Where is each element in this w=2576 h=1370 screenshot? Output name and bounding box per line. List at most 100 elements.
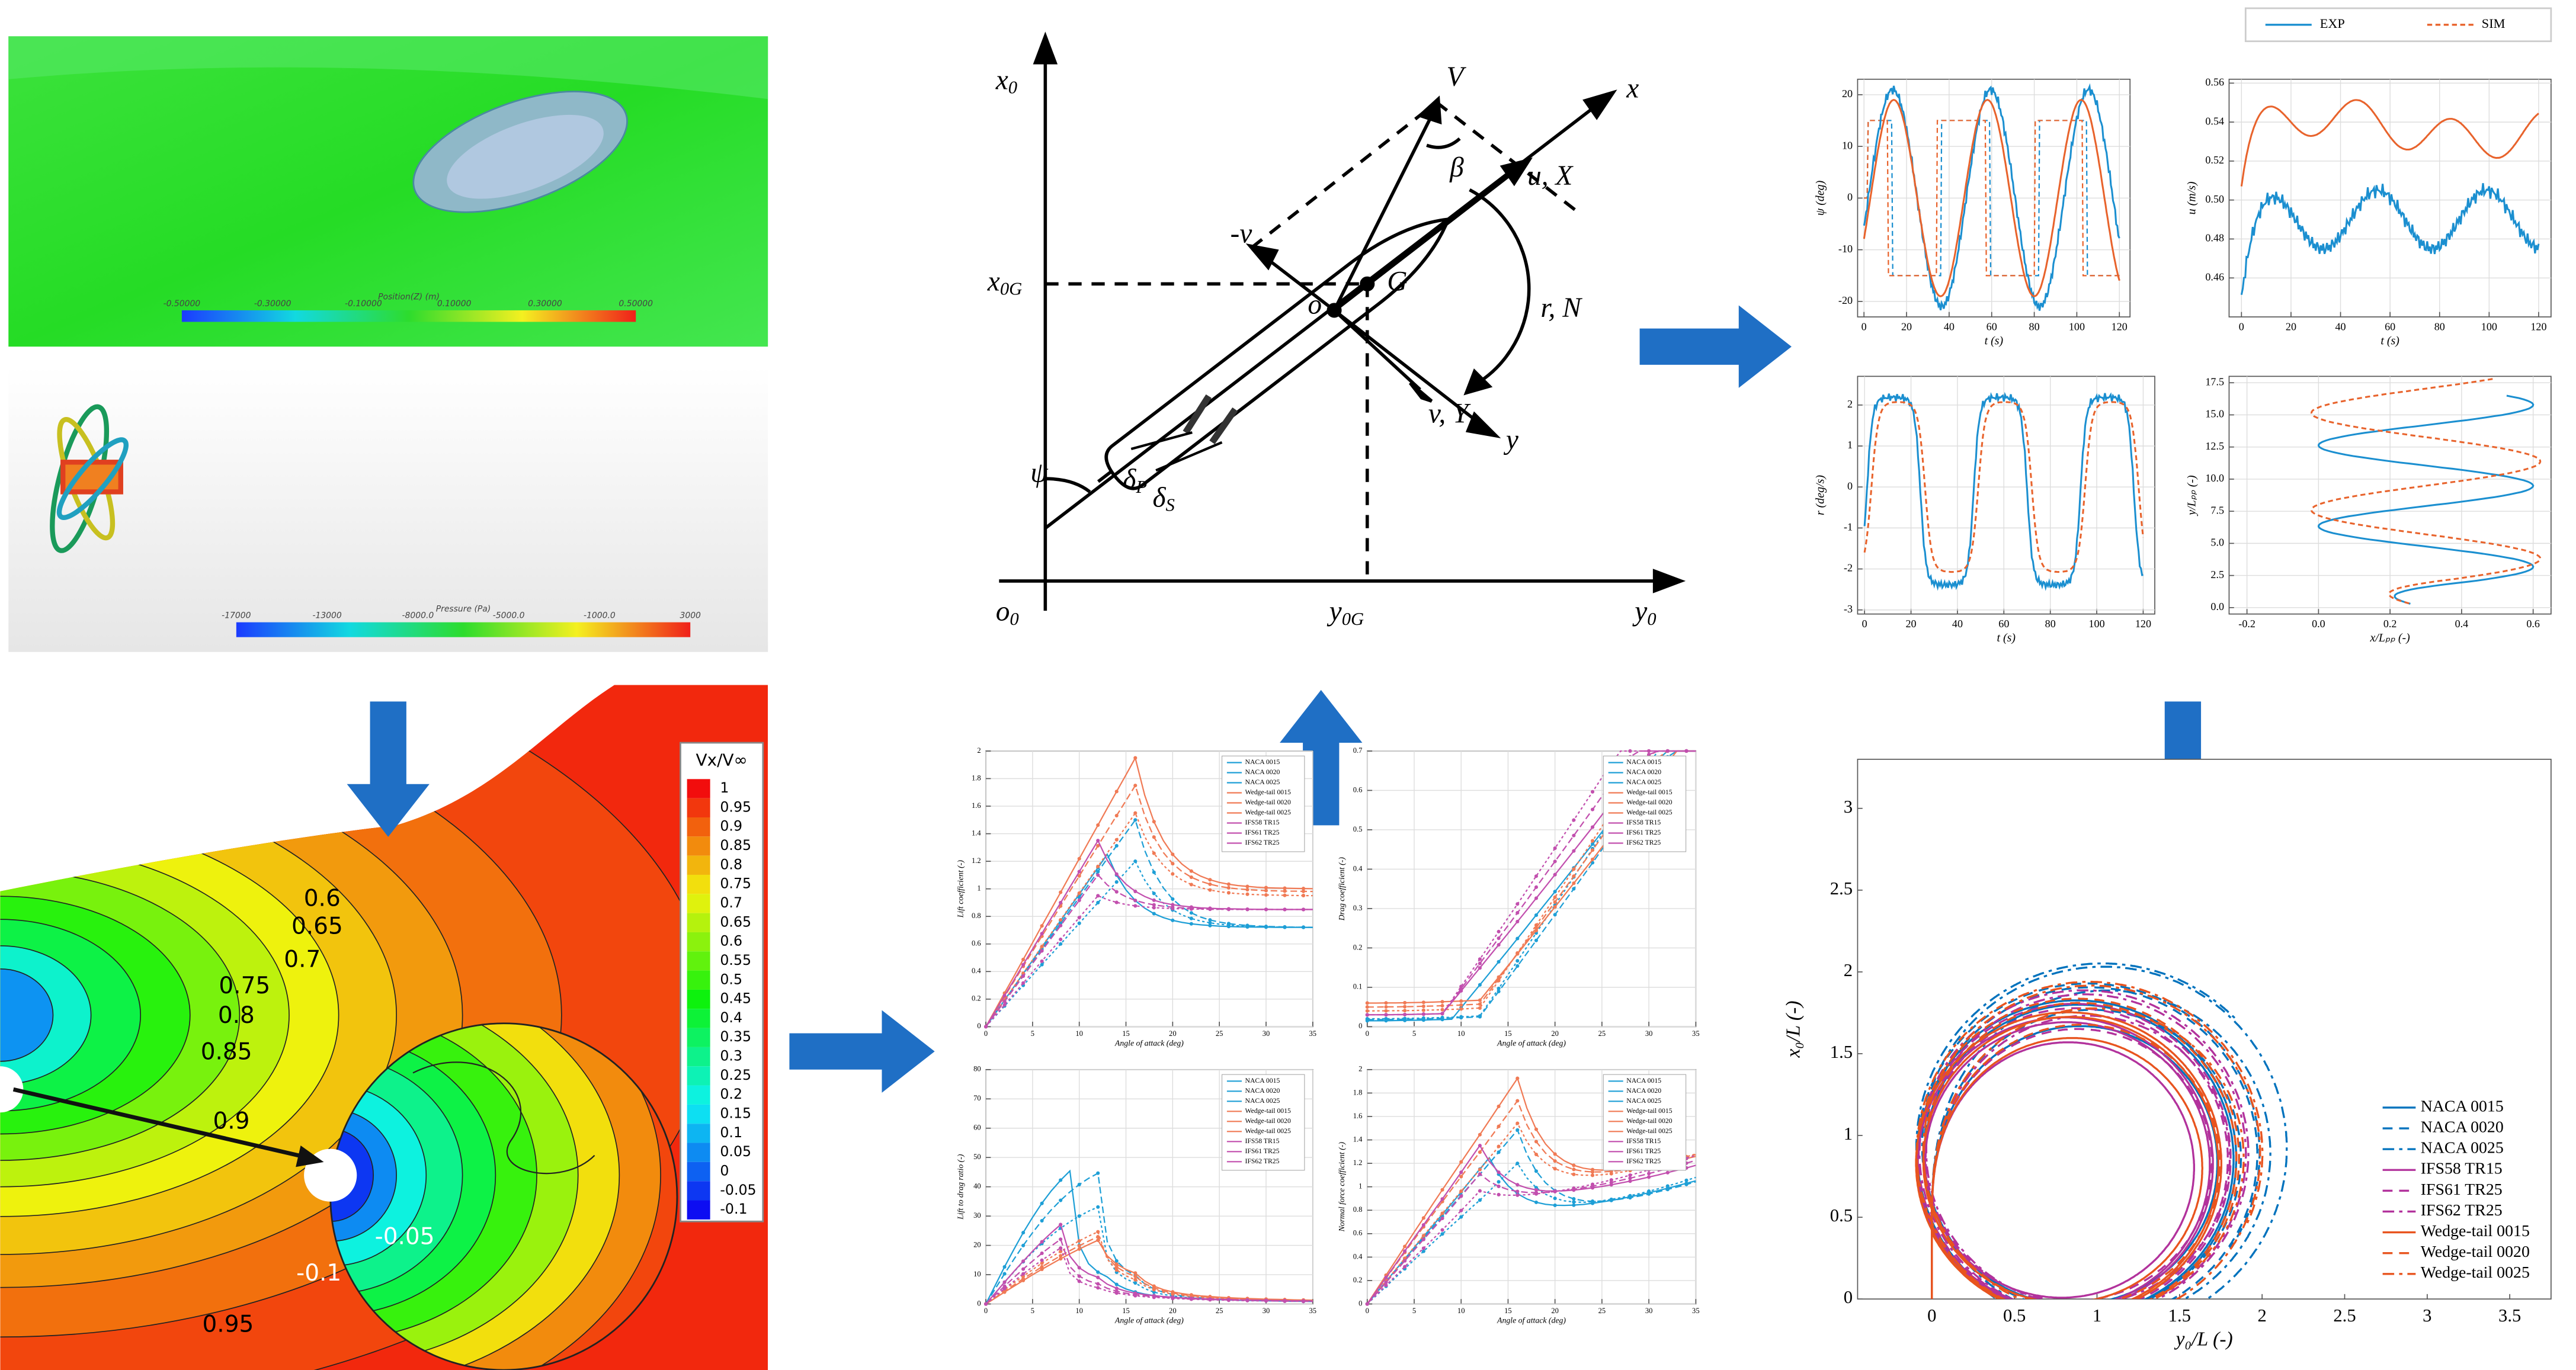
x-tick-label: 0.5	[2003, 1305, 2026, 1326]
foil-marker	[1077, 1266, 1081, 1270]
y-tick-label: 0.0	[2210, 601, 2224, 612]
legend-label: NACA 0020	[1626, 1087, 1661, 1095]
trajectory-line	[1915, 1011, 2223, 1300]
legend-label: IFS58 TR15	[1245, 1137, 1280, 1145]
foil-marker	[1189, 907, 1193, 911]
foil-marker	[1152, 903, 1156, 907]
legend-label: IFS62 TR25	[1626, 839, 1661, 846]
foil-marker	[1245, 884, 1249, 888]
foil-marker	[1497, 1180, 1501, 1184]
foil-marker	[1478, 961, 1482, 965]
x-tick-label: 10	[1075, 1307, 1083, 1315]
foil-marker	[1516, 1189, 1520, 1193]
foil-marker	[1002, 1272, 1007, 1276]
foil-legend-box	[1221, 1074, 1305, 1171]
trajectory-lines	[1915, 962, 2288, 1300]
foil-marker	[1208, 920, 1212, 925]
foil-marker	[1096, 894, 1100, 898]
diagram-label: y0	[1632, 596, 1656, 629]
x-tick-label: 10	[1075, 1029, 1083, 1038]
foil-marker	[1421, 1249, 1425, 1253]
foil-marker	[1365, 1013, 1369, 1017]
y-tick-label: 70	[973, 1094, 981, 1102]
foil-marker	[1021, 1231, 1026, 1235]
foil-marker	[1077, 916, 1081, 920]
foil-marker	[1478, 1132, 1482, 1137]
foil-marker	[1497, 1184, 1501, 1189]
foil-marker	[1114, 890, 1119, 894]
y-tick-label: -1	[1844, 521, 1853, 533]
legend-label: IFS62 TR25	[1245, 839, 1280, 846]
cylinder	[0, 1066, 24, 1113]
foil-marker	[1440, 1015, 1444, 1019]
foil-marker	[1002, 1003, 1007, 1007]
y-tick-label: 1.8	[1353, 1088, 1363, 1096]
foil-marker	[1590, 825, 1595, 829]
foil-marker	[1114, 1268, 1119, 1272]
foil-marker	[1440, 1000, 1444, 1004]
trajectory-line	[1915, 997, 2240, 1300]
foil-marker	[1647, 752, 1651, 757]
foil-marker	[1077, 1239, 1081, 1243]
foil-marker	[1059, 937, 1063, 942]
trajectory-line	[1916, 999, 2238, 1300]
foil-curve	[985, 1247, 1313, 1305]
legend-swatch	[687, 1009, 710, 1028]
foil-marker	[983, 1025, 988, 1029]
plot-frame	[1857, 376, 2155, 615]
foil-marker	[1189, 916, 1193, 920]
x-tick-label: 5	[1031, 1307, 1034, 1315]
y-tick-label: 1.2	[972, 856, 981, 865]
foil-marker	[1421, 1246, 1425, 1250]
foil-marker	[1553, 846, 1557, 851]
foil-marker	[1553, 900, 1557, 904]
foil-marker	[1665, 1188, 1670, 1192]
y-tick-label: 5.0	[2210, 537, 2224, 548]
y-tick-label: 0	[1847, 480, 1853, 492]
foil-curve	[1367, 1162, 1696, 1305]
legend-label: NACA 0020	[1245, 768, 1280, 776]
label-sub: S	[1166, 495, 1175, 515]
foil-marker	[1245, 892, 1249, 896]
foil-marker	[1002, 1265, 1007, 1269]
legend-label: Wedge-tail 0015	[1626, 788, 1672, 796]
label-sub: 0G	[1000, 278, 1022, 299]
foil-marker	[1609, 1172, 1613, 1176]
x-tick-label: 20	[1169, 1307, 1177, 1315]
y-tick-label: 0.50	[2205, 193, 2224, 205]
foil-marker	[1384, 1281, 1388, 1285]
foil-marker	[1609, 1197, 1613, 1202]
label-main: δ	[1123, 464, 1136, 495]
foil-marker	[1628, 1193, 1632, 1198]
foil-marker	[1403, 1000, 1407, 1005]
y-tick-label: 1	[1847, 439, 1853, 451]
foil-marker	[1133, 818, 1138, 822]
foil-marker	[1384, 1005, 1388, 1009]
x-axis-label: t (s)	[2380, 334, 2399, 347]
foil-marker	[1572, 867, 1576, 871]
foil-marker	[1133, 1278, 1138, 1282]
foil-marker	[1609, 1178, 1613, 1182]
foil-marker	[1459, 1003, 1463, 1007]
label-main: v, Y	[1428, 398, 1471, 429]
foil-marker	[1114, 1286, 1119, 1291]
foil-marker	[1384, 1275, 1388, 1279]
foil-marker	[1478, 1014, 1482, 1018]
diagram-label: -v	[1230, 218, 1252, 249]
exp-line	[1863, 392, 2144, 591]
legend-swatch	[687, 894, 710, 913]
y-tick-label: 2	[1359, 1065, 1362, 1073]
y-tick-label: 1	[1359, 1182, 1362, 1191]
foil-marker	[1114, 900, 1119, 904]
x-tick-label: 120	[2530, 320, 2546, 332]
colorbar-tick-label: -0.30000	[254, 299, 291, 309]
foil-marker	[1572, 881, 1576, 885]
legend-label: NACA 0025	[1626, 1097, 1661, 1105]
foil-marker	[1572, 1197, 1576, 1201]
diagram-label: δS	[1152, 482, 1174, 515]
colorbar-tick-label: 3000	[680, 611, 701, 620]
foil-marker	[1534, 1140, 1539, 1144]
foil-marker	[1534, 1200, 1539, 1204]
foil-marker	[1572, 818, 1576, 822]
foil-marker	[1002, 993, 1007, 998]
